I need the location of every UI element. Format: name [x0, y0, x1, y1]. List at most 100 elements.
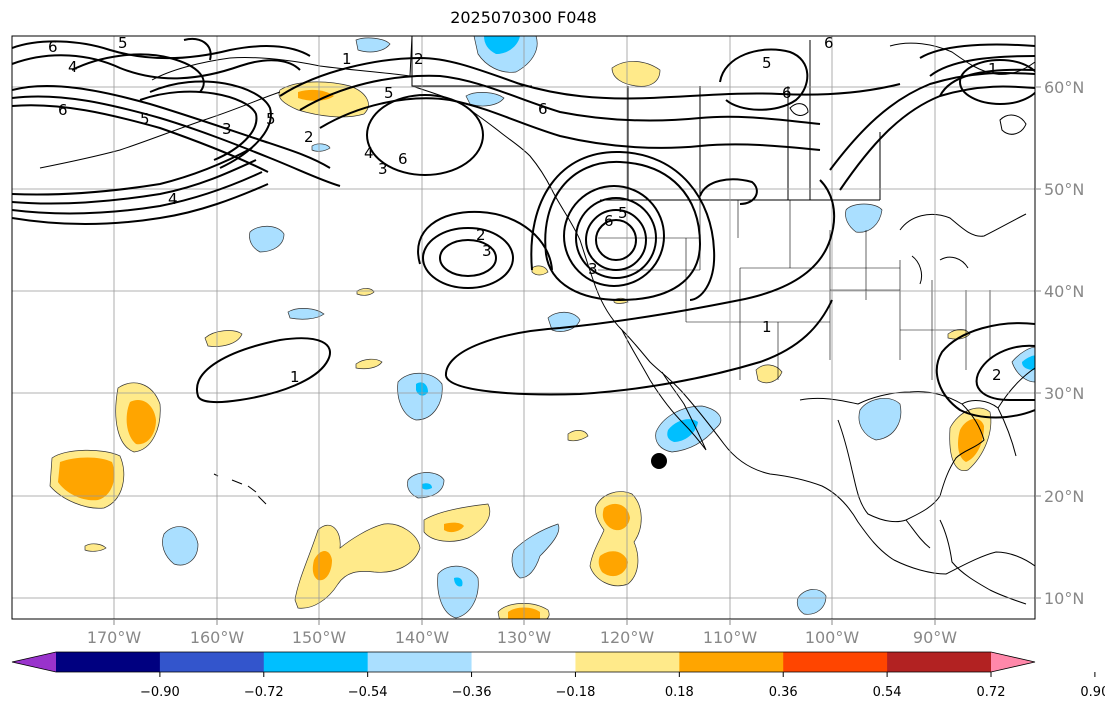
contour-line — [935, 322, 1035, 419]
lon-tick-label: 130°W — [497, 628, 552, 647]
lon-tick-label: 90°W — [913, 628, 957, 647]
contour-label: 6 — [58, 101, 68, 119]
lon-tick-label: 120°W — [600, 628, 655, 647]
positive-anomaly-area — [294, 523, 421, 609]
longitude-ticks: 170°W 160°W 150°W 140°W 130°W 120°W 110°… — [87, 619, 957, 647]
coastline-west-coast — [551, 189, 1035, 575]
colorbar-segment — [575, 652, 680, 672]
coastline-gulf — [799, 391, 985, 523]
negative-anomaly-area — [355, 37, 391, 53]
coastline-great-lakes — [899, 213, 1027, 285]
contour-label: 3 — [222, 120, 232, 138]
contour-line — [563, 185, 665, 287]
positive-anomaly-area — [423, 503, 491, 542]
colorbar-tick-label: 0.36 — [769, 685, 798, 700]
contour-line — [839, 85, 1035, 191]
contour-label: 5 — [384, 84, 394, 102]
negative-anomaly-area — [287, 308, 325, 320]
contour-label: 5 — [266, 110, 276, 128]
contour-layer — [12, 38, 1035, 419]
contour-label: 5 — [140, 110, 150, 128]
positive-anomaly-area — [126, 400, 156, 445]
positive-anomaly-area — [204, 330, 243, 347]
contour-label: 6 — [538, 100, 548, 118]
colorbar-segment — [679, 652, 784, 672]
contour-line — [12, 159, 257, 205]
contour-line — [939, 68, 1035, 97]
contour-label: 2 — [304, 128, 314, 146]
colorbar-tick-label: −0.36 — [452, 685, 492, 700]
colorbar-segment — [887, 652, 992, 672]
contour-label: 6 — [824, 34, 834, 52]
contour-line — [12, 183, 269, 225]
contour-label: 1 — [762, 318, 772, 336]
contour-label: 6 — [48, 38, 58, 56]
contour-line — [595, 219, 637, 261]
contour-label: 2 — [414, 50, 424, 68]
contour-line — [279, 56, 901, 100]
colorbar-tick-label: 0.54 — [873, 685, 902, 700]
contour-label: 3 — [482, 242, 492, 260]
negative-anomaly-area — [858, 397, 902, 441]
contour-label: 4 — [68, 58, 78, 76]
positive-anomaly-area — [567, 430, 589, 442]
lat-tick-label: 30°N — [1044, 384, 1084, 403]
contour-label: 4 — [168, 190, 178, 208]
colorbar-segment — [159, 652, 265, 672]
coastline-baja — [621, 329, 707, 451]
lat-tick-label: 60°N — [1044, 78, 1084, 97]
contour-label: 3 — [588, 260, 598, 278]
contour-line — [719, 48, 809, 111]
contour-line — [12, 104, 269, 173]
contour-label: 6 — [604, 212, 614, 230]
positive-anomaly-area — [755, 364, 783, 384]
contour-line — [439, 239, 497, 277]
negative-anomaly-area — [484, 36, 520, 54]
positive-anomaly-area — [84, 543, 107, 552]
colorbar-tick-label: 0.18 — [665, 685, 694, 700]
positive-anomaly-area — [355, 358, 383, 370]
contour-line — [12, 95, 341, 187]
negative-anomaly-area — [667, 419, 698, 442]
negative-anomaly-area — [422, 483, 432, 490]
negative-anomaly-area — [1022, 355, 1035, 370]
colorbar-tick-label: −0.18 — [556, 685, 596, 700]
contour-line — [299, 74, 821, 125]
colorbar-tick-label: −0.90 — [140, 685, 180, 700]
location-marker — [651, 453, 667, 469]
lat-tick-label: 50°N — [1044, 180, 1084, 199]
border-alaska-canada — [411, 36, 532, 87]
contour-line — [530, 150, 716, 301]
coastline-alaska — [151, 36, 413, 81]
lon-tick-label: 170°W — [87, 628, 142, 647]
lon-tick-label: 110°W — [703, 628, 758, 647]
coastline-east — [961, 367, 1035, 457]
negative-anomaly-area — [796, 589, 827, 615]
contour-label: 1 — [342, 50, 352, 68]
latitude-ticks: 60°N 50°N 40°N 30°N 20°N 10°N — [1035, 78, 1084, 608]
negative-anomaly-area — [465, 92, 505, 107]
colorbar-tick-label: 0.72 — [977, 685, 1006, 700]
colorbar-segment — [56, 652, 161, 672]
negative-anomaly-area — [249, 225, 285, 253]
colorbar: −0.90 −0.72 −0.54 −0.36 −0.18 0.18 0.36 0.54 0.7… — [11, 651, 1105, 700]
coastline-arctic-islands — [789, 103, 1027, 135]
contour-line — [445, 299, 833, 396]
contour-line — [975, 344, 1035, 401]
contour-line — [12, 85, 331, 169]
contour-line — [12, 54, 301, 80]
contour-line — [12, 147, 253, 196]
border-provinces — [627, 40, 881, 200]
positive-anomaly-area — [444, 522, 464, 533]
negative-anomaly-area — [845, 203, 883, 233]
contour-label: 5 — [762, 54, 772, 72]
lat-tick-label: 10°N — [1044, 589, 1084, 608]
contour-label: 6 — [782, 84, 792, 102]
positive-anomaly-area — [611, 61, 661, 87]
positive-anomaly-area — [598, 551, 628, 577]
contour-line — [422, 227, 514, 289]
lon-tick-label: 140°W — [395, 628, 450, 647]
positive-anomaly-area — [312, 551, 332, 581]
negative-anomaly-area — [437, 565, 479, 619]
